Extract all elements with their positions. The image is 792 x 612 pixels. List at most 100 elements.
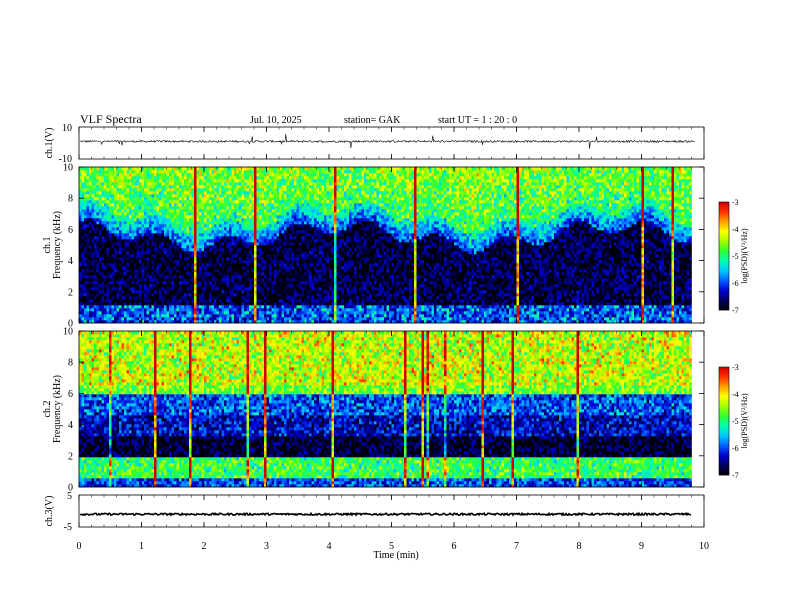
spectrogram-cell [217, 299, 220, 302]
spectrogram-cell [174, 170, 177, 173]
spectrogram-cell [82, 302, 85, 305]
spectrogram-cell [202, 308, 205, 311]
spectrogram-cell [112, 191, 115, 194]
spectrogram-cell [79, 185, 82, 188]
spectrogram-cell [197, 281, 200, 284]
spectrogram-cell [127, 197, 130, 200]
spectrogram-cell [172, 251, 175, 254]
spectrogram-cell [227, 269, 230, 272]
spectrogram-cell [137, 293, 140, 296]
spectrogram-cell [172, 191, 175, 194]
spectrogram-cell [227, 314, 230, 317]
spectrogram-cell [149, 284, 152, 287]
spectrogram-cell [112, 308, 115, 311]
spectrogram-cell [114, 293, 117, 296]
spectrogram-cell [212, 197, 215, 200]
spectrogram-cell [87, 275, 90, 278]
spectrogram-cell [177, 254, 180, 257]
spectrogram-cell [237, 257, 240, 260]
spectrogram-cell [204, 185, 207, 188]
spectrogram-cell [82, 230, 85, 233]
spectrogram-cell [107, 215, 110, 218]
spectrogram-cell [297, 281, 300, 284]
spectrogram-cell [267, 173, 270, 176]
spectrogram-cell [232, 272, 235, 275]
spectrogram-cell [249, 221, 252, 224]
spectrogram-cell [302, 266, 305, 269]
spectrogram-cell [122, 278, 125, 281]
spectrogram-cell [157, 278, 160, 281]
spectrogram-cell [207, 242, 210, 245]
spectrogram-cell [99, 176, 102, 179]
spectrogram-cell [314, 176, 317, 179]
spectrogram-cell [182, 281, 185, 284]
spectrogram-cell [104, 311, 107, 314]
spectrogram-cell [217, 233, 220, 236]
spectrogram-cell [282, 173, 285, 176]
spectrogram-cell [292, 221, 295, 224]
spectrogram-cell [257, 227, 260, 230]
spectrogram-cell [207, 212, 210, 215]
spectrogram-cell [107, 230, 110, 233]
spectrogram-cell [292, 224, 295, 227]
spectrogram-cell [304, 311, 307, 314]
spectrogram-cell [297, 257, 300, 260]
spectrogram-cell [97, 308, 100, 311]
spectrogram-cell [87, 194, 90, 197]
spectrogram-cell [244, 254, 247, 257]
spectrogram-cell [82, 305, 85, 308]
spectrogram-cell [192, 200, 195, 203]
spectrogram-cell [252, 197, 255, 200]
spectrogram-cell [134, 278, 137, 281]
spectrogram-cell [159, 194, 162, 197]
spectrogram-cell [152, 260, 155, 263]
spectrogram-cell [124, 269, 127, 272]
spectrogram-cell [289, 248, 292, 251]
spectrogram-cell [287, 179, 290, 182]
spectrogram-cell [132, 191, 135, 194]
spectrogram-cell [279, 179, 282, 182]
spectrogram-cell [289, 275, 292, 278]
spectrogram-cell [264, 272, 267, 275]
spectrogram-cell [309, 197, 312, 200]
spectrogram-cell [112, 314, 115, 317]
spectrogram-cell [122, 272, 125, 275]
spectrogram-cell [259, 269, 262, 272]
spectrogram-cell [207, 263, 210, 266]
spectrogram-cell [209, 200, 212, 203]
spectrogram-cell [174, 293, 177, 296]
spectrogram-cell [97, 221, 100, 224]
spectrogram-cell [249, 272, 252, 275]
spectrogram-cell [302, 251, 305, 254]
spectrogram-cell [167, 299, 170, 302]
spectrogram-cell [317, 185, 320, 188]
spectrogram-cell [84, 233, 87, 236]
spectrogram-cell [282, 305, 285, 308]
spectrogram-cell [264, 179, 267, 182]
spectrogram-cell [117, 170, 120, 173]
spectrogram-cell [79, 254, 82, 257]
spectrogram-cell [137, 296, 140, 299]
spectrogram-cell [264, 266, 267, 269]
spectrogram-cell [287, 260, 290, 263]
spectrogram-cell [197, 236, 200, 239]
spectrogram-cell [274, 200, 277, 203]
spectrogram-cell [247, 188, 250, 191]
spectrogram-cell [304, 203, 307, 206]
spectrogram-cell [132, 200, 135, 203]
spectrogram-cell [304, 281, 307, 284]
spectrogram-cell [154, 272, 157, 275]
spectrogram-cell [194, 209, 197, 212]
spectrogram-cell [104, 170, 107, 173]
spectrogram-cell [297, 218, 300, 221]
spectrogram-cell [132, 188, 135, 191]
spectrogram-cell [147, 200, 150, 203]
spectrogram-cell [84, 203, 87, 206]
spectrogram-cell [157, 296, 160, 299]
spectrogram-cell [89, 302, 92, 305]
spectrogram-cell [129, 212, 132, 215]
spectrogram-cell [187, 281, 190, 284]
spectrogram-cell [112, 173, 115, 176]
spectrogram-cell [219, 314, 222, 317]
spectrogram-cell [124, 179, 127, 182]
